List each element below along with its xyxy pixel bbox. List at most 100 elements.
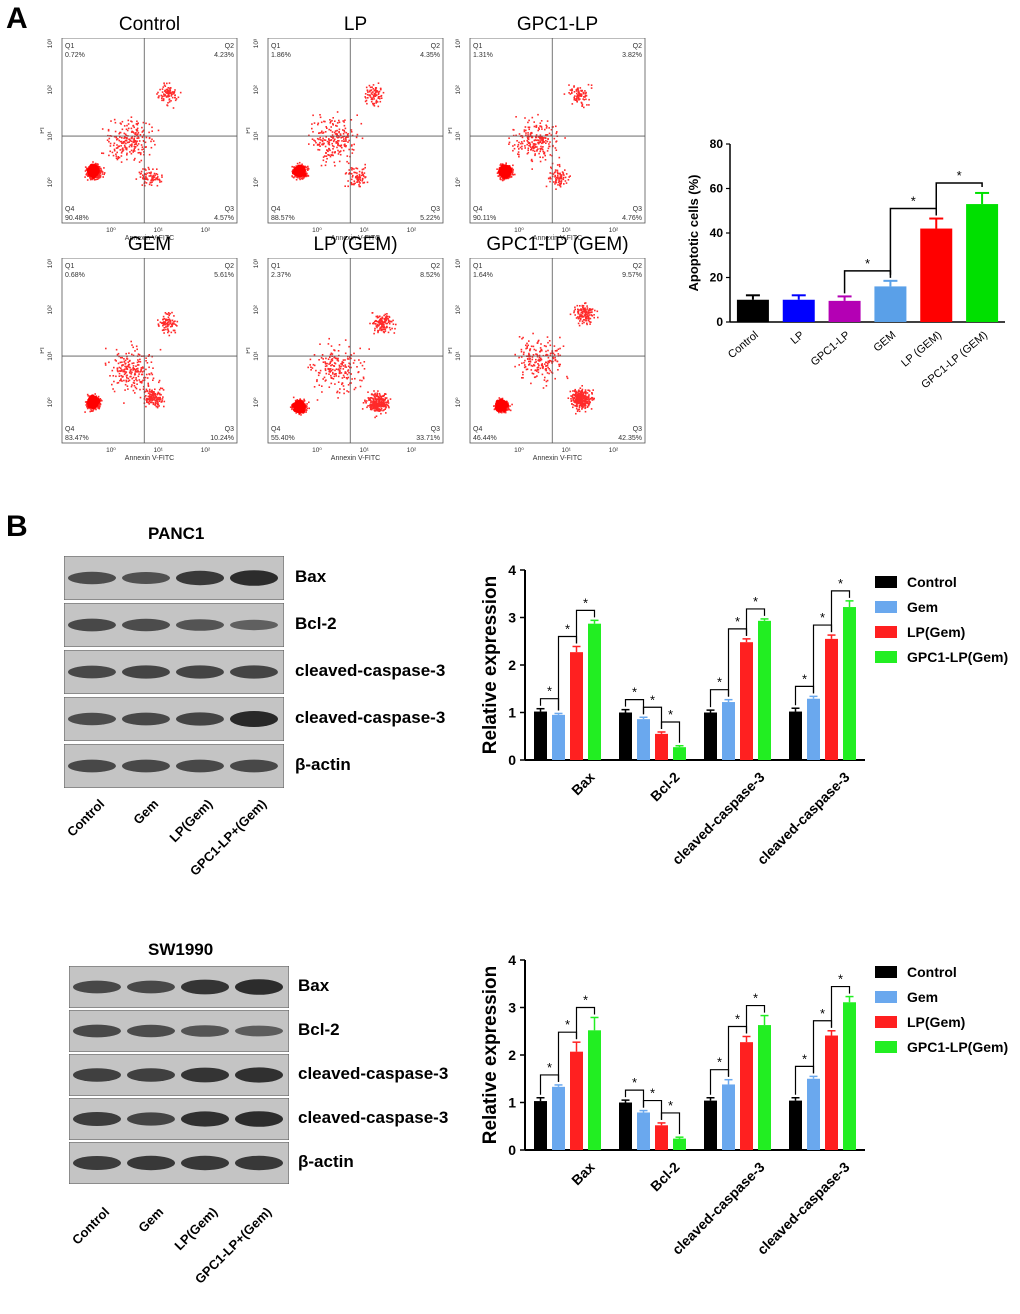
flow-dot (564, 93, 566, 95)
flow-dot (548, 146, 550, 148)
flow-dot (87, 179, 89, 181)
flow-dot (529, 145, 531, 147)
flow-dot (120, 145, 122, 147)
flow-dot (535, 137, 537, 139)
flow-dot (581, 385, 583, 387)
flow-dot (351, 129, 353, 131)
flow-dot (546, 127, 548, 129)
flow-dot (375, 102, 377, 104)
flow-dot (582, 307, 584, 309)
flow-dot (123, 358, 125, 360)
flow-dot (577, 305, 579, 307)
flow-dot (101, 171, 103, 173)
flow-dot (124, 361, 126, 363)
flow-dot (319, 114, 321, 116)
flow-dot (142, 371, 144, 373)
flow-dot (157, 394, 159, 396)
flow-dot (361, 380, 363, 382)
flow-dot (342, 377, 344, 379)
flow-dot (308, 168, 310, 170)
flow-dot (167, 105, 169, 107)
flow-dot (390, 398, 392, 400)
flow-dot (380, 413, 382, 415)
q3-percent: 4.57% (214, 215, 234, 222)
flow-dot (161, 176, 163, 178)
flow-dot (140, 176, 142, 178)
flow-dot (116, 152, 118, 154)
flow-dot (326, 363, 328, 365)
flow-dot (160, 349, 162, 351)
flow-dot (574, 307, 576, 309)
flow-dot (524, 117, 526, 119)
flow-dot (108, 155, 110, 157)
flow-dot (559, 185, 561, 187)
flow-dot (307, 166, 309, 168)
flow-dot (168, 317, 170, 319)
flow-dot (379, 329, 381, 331)
flow-dot (557, 170, 559, 172)
flow-dot (158, 179, 160, 181)
flow-dot (373, 104, 375, 106)
flow-dot (382, 329, 384, 331)
flow-dot (343, 138, 345, 140)
flow-dot (163, 100, 165, 102)
flow-dot (336, 358, 338, 360)
flow-dot (534, 126, 536, 128)
flow-dot (564, 169, 566, 171)
flow-dots (290, 312, 397, 418)
flow-dot (332, 360, 334, 362)
flow-dot (338, 120, 340, 122)
flow-dot (319, 384, 321, 386)
flow-dot (325, 362, 327, 364)
flow-dot (125, 384, 127, 386)
flow-dot (372, 405, 374, 407)
flow-dot (142, 130, 144, 132)
flow-dot (359, 380, 361, 382)
flow-dot (325, 370, 327, 372)
flow-dot (120, 370, 122, 372)
flow-dot (125, 367, 127, 369)
flow-dot (334, 383, 336, 385)
flow-dot (87, 408, 89, 410)
flow-dot (133, 138, 135, 140)
flow-dot (374, 95, 376, 97)
flow-dot (133, 368, 135, 370)
flow-dot (380, 399, 382, 401)
flow-dot (540, 343, 542, 345)
flow-dot (561, 180, 563, 182)
flow-dot (581, 309, 583, 311)
flow-dot (291, 175, 293, 177)
flow-dot (117, 368, 119, 370)
flow-dot (331, 353, 333, 355)
flow-dot (364, 177, 366, 179)
flow-dot (131, 128, 133, 130)
flow-dot (576, 408, 578, 410)
flow-dot (125, 363, 127, 365)
flow-dot (131, 145, 133, 147)
flow-dot (358, 184, 360, 186)
flow-dot (563, 177, 565, 179)
flow-dot (591, 397, 593, 399)
flow-dot (332, 369, 334, 371)
flow-dot (356, 137, 358, 139)
flow-dot (557, 176, 559, 178)
flow-dot (169, 313, 171, 315)
flow-dot (570, 89, 572, 91)
flow-dot (542, 149, 544, 151)
flow-dot (348, 372, 350, 374)
flow-dot (338, 376, 340, 378)
flow-plot-frame (62, 38, 237, 223)
flow-dot (556, 131, 558, 133)
flow-dot (540, 149, 542, 151)
flow-dot (589, 402, 591, 404)
y-tick-label: 10² (253, 84, 260, 94)
flow-dot (130, 144, 132, 146)
flow-dot (559, 174, 561, 176)
flow-dot (150, 141, 152, 143)
flow-dot (138, 373, 140, 375)
y-axis-label: PI (448, 127, 454, 134)
flow-dot (384, 327, 386, 329)
flow-dot (348, 358, 350, 360)
